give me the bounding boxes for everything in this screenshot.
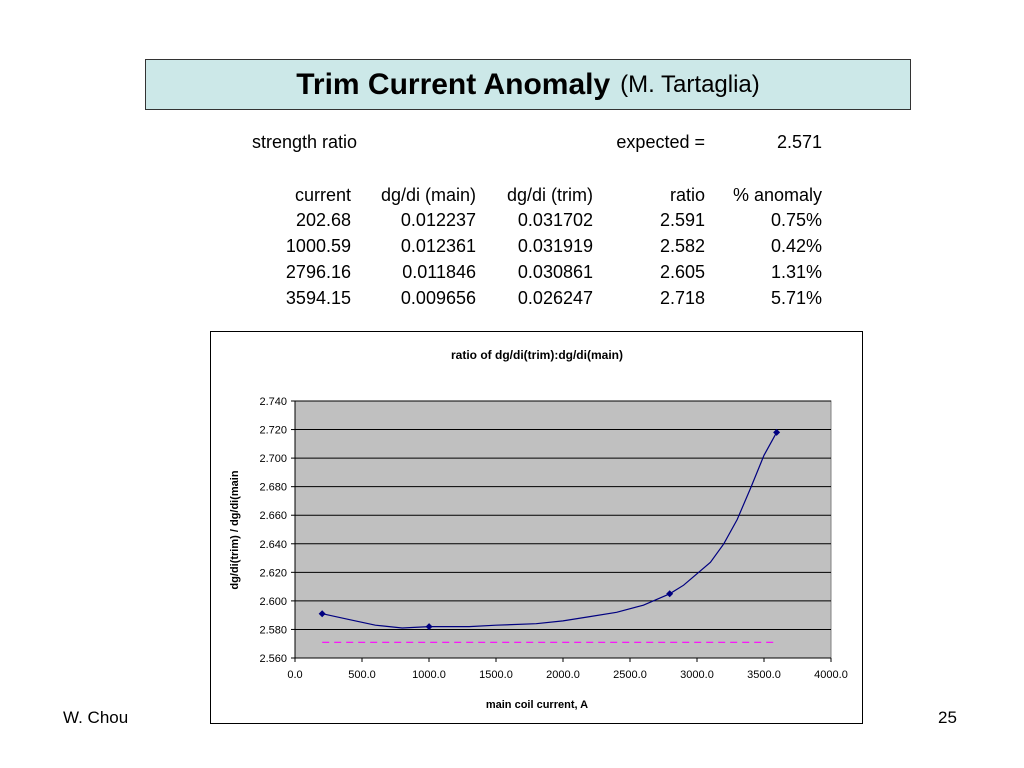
table-cell: 1.31% bbox=[770, 262, 822, 282]
x-tick-label: 3000.0 bbox=[680, 669, 714, 681]
header-trim: dg/di (trim) bbox=[506, 185, 593, 205]
page-number: 25 bbox=[938, 708, 957, 727]
table-cell: 2.718 bbox=[659, 288, 705, 308]
y-tick-label: 2.580 bbox=[259, 624, 287, 636]
table-cell: 0.012237 bbox=[400, 210, 476, 230]
table-cell: 0.030861 bbox=[517, 262, 593, 282]
x-tick-label: 500.0 bbox=[348, 669, 376, 681]
x-tick-label: 2000.0 bbox=[546, 669, 580, 681]
x-tick-label: 0.0 bbox=[287, 669, 302, 681]
title-box: Trim Current Anomaly (M. Tartaglia) bbox=[145, 59, 911, 110]
header-main: dg/di (main) bbox=[380, 185, 476, 205]
y-tick-label: 2.680 bbox=[259, 482, 287, 494]
table-cell: 5.71% bbox=[770, 288, 822, 308]
table-cell: 0.031919 bbox=[517, 236, 593, 256]
table-cell: 2796.16 bbox=[285, 262, 351, 282]
ratio-curve bbox=[322, 432, 778, 629]
data-point bbox=[318, 610, 326, 618]
y-tick-label: 2.740 bbox=[259, 396, 287, 408]
y-tick-label: 2.620 bbox=[259, 567, 287, 579]
table-cell: 2.582 bbox=[659, 236, 705, 256]
y-tick-label: 2.560 bbox=[259, 653, 287, 665]
header-current: current bbox=[294, 185, 351, 205]
tick-labels: 2.560 2.580 2.600 2.620 2.640 2.660 2.680 2.700… bbox=[259, 396, 847, 681]
ratio-chart: ratio of dg/di(trim):dg/di(main) 2.5602.… bbox=[229, 348, 848, 711]
table-cell: 3594.15 bbox=[285, 288, 351, 308]
table-cell: 0.009656 bbox=[400, 288, 476, 308]
slide-subtitle: (M. Tartaglia) bbox=[620, 70, 760, 98]
table-cell: 2.591 bbox=[659, 210, 705, 230]
x-tick-label: 2500.0 bbox=[613, 669, 647, 681]
table-cell: 0.42% bbox=[770, 236, 822, 256]
y-tick-label: 2.720 bbox=[259, 425, 287, 437]
x-tick-label: 1000.0 bbox=[412, 669, 446, 681]
gridlines bbox=[295, 400, 831, 630]
series bbox=[318, 428, 781, 643]
y-tick-label: 2.660 bbox=[259, 510, 287, 522]
author: W. Chou bbox=[63, 708, 129, 727]
header-ratio: ratio bbox=[669, 185, 705, 205]
table-cell: 0.012361 bbox=[400, 236, 476, 256]
table-cell: 202.68 bbox=[295, 210, 351, 230]
slide-title: Trim Current Anomaly bbox=[296, 67, 611, 101]
x-tick-label: 4000.0 bbox=[814, 669, 848, 681]
header-anomaly: % anomaly bbox=[732, 185, 822, 205]
plot-area bbox=[294, 400, 832, 659]
x-axis-label: main coil current, A bbox=[486, 699, 588, 711]
table-cell: 0.031702 bbox=[517, 210, 593, 230]
axes bbox=[291, 400, 832, 662]
table-cell: 0.011846 bbox=[402, 262, 476, 282]
table-cell: 2.605 bbox=[659, 262, 705, 282]
y-tick-label: 2.700 bbox=[259, 453, 287, 465]
chart-container: ratio of dg/di(trim):dg/di(main) 2.560 2.… bbox=[210, 331, 863, 724]
y-tick-label: 2.640 bbox=[259, 539, 287, 551]
x-tick-label: 1500.0 bbox=[479, 669, 513, 681]
chart-title: ratio of dg/di(trim):dg/di(main) bbox=[451, 348, 623, 362]
table-cell: 0.75% bbox=[770, 210, 822, 230]
y-axis-label: dg/di(trim) / dg/di(main bbox=[229, 470, 241, 589]
table-cell: 1000.59 bbox=[285, 236, 351, 256]
expected-value: 2.571 bbox=[776, 132, 822, 152]
expected-label: expected = bbox=[616, 132, 705, 152]
y-tick-label: 2.600 bbox=[259, 596, 287, 608]
table-cell: 0.026247 bbox=[517, 288, 593, 308]
strength-ratio-label: strength ratio bbox=[252, 132, 358, 152]
x-tick-label: 3500.0 bbox=[747, 669, 781, 681]
